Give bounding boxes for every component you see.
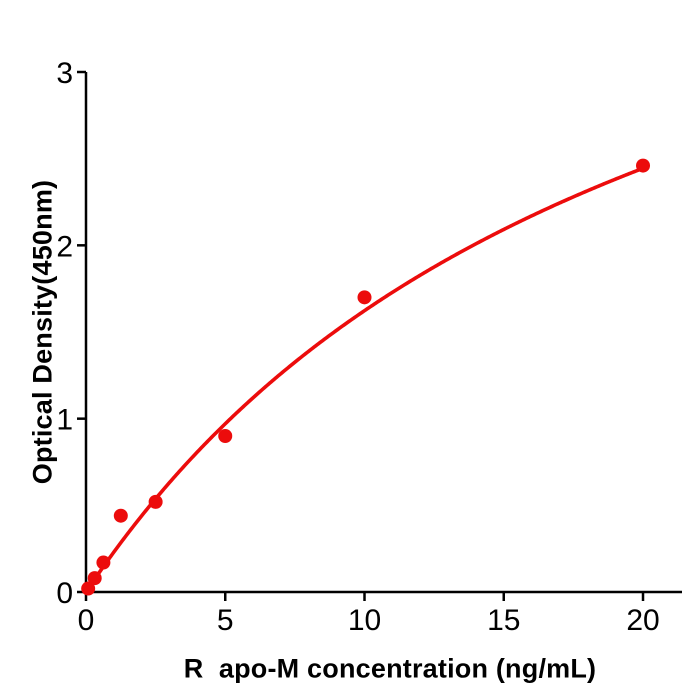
y-axis-title: Optical Density(450nm) bbox=[27, 179, 58, 485]
fit-curve bbox=[84, 166, 645, 594]
data-point bbox=[218, 429, 233, 443]
data-point bbox=[113, 508, 128, 523]
axis-tick-labels: 0 5 10 15 20 0 1 2 3 bbox=[56, 57, 659, 637]
x-tick-label: 5 bbox=[217, 604, 234, 637]
x-tick-label: 15 bbox=[487, 604, 520, 637]
y-tick-label: 3 bbox=[56, 57, 73, 90]
x-tick-label: 20 bbox=[626, 604, 659, 637]
data-point bbox=[96, 555, 111, 570]
x-tick-label: 0 bbox=[78, 604, 95, 637]
axes-spines bbox=[84, 72, 682, 594]
x-axis-title: R apo-M concentration (ng/mL) bbox=[183, 653, 597, 684]
data-points-layer bbox=[81, 158, 651, 596]
data-point bbox=[357, 290, 372, 305]
x-tick-label: 10 bbox=[348, 604, 381, 637]
data-point bbox=[636, 158, 651, 173]
y-tick-label: 1 bbox=[56, 404, 73, 437]
y-tick-label: 2 bbox=[56, 230, 73, 263]
fit-curve-layer bbox=[84, 166, 645, 594]
data-point bbox=[81, 581, 96, 596]
data-point bbox=[148, 494, 163, 509]
axis-ticks bbox=[77, 70, 645, 601]
y-tick-label: 0 bbox=[56, 577, 73, 610]
data-point bbox=[87, 571, 102, 586]
